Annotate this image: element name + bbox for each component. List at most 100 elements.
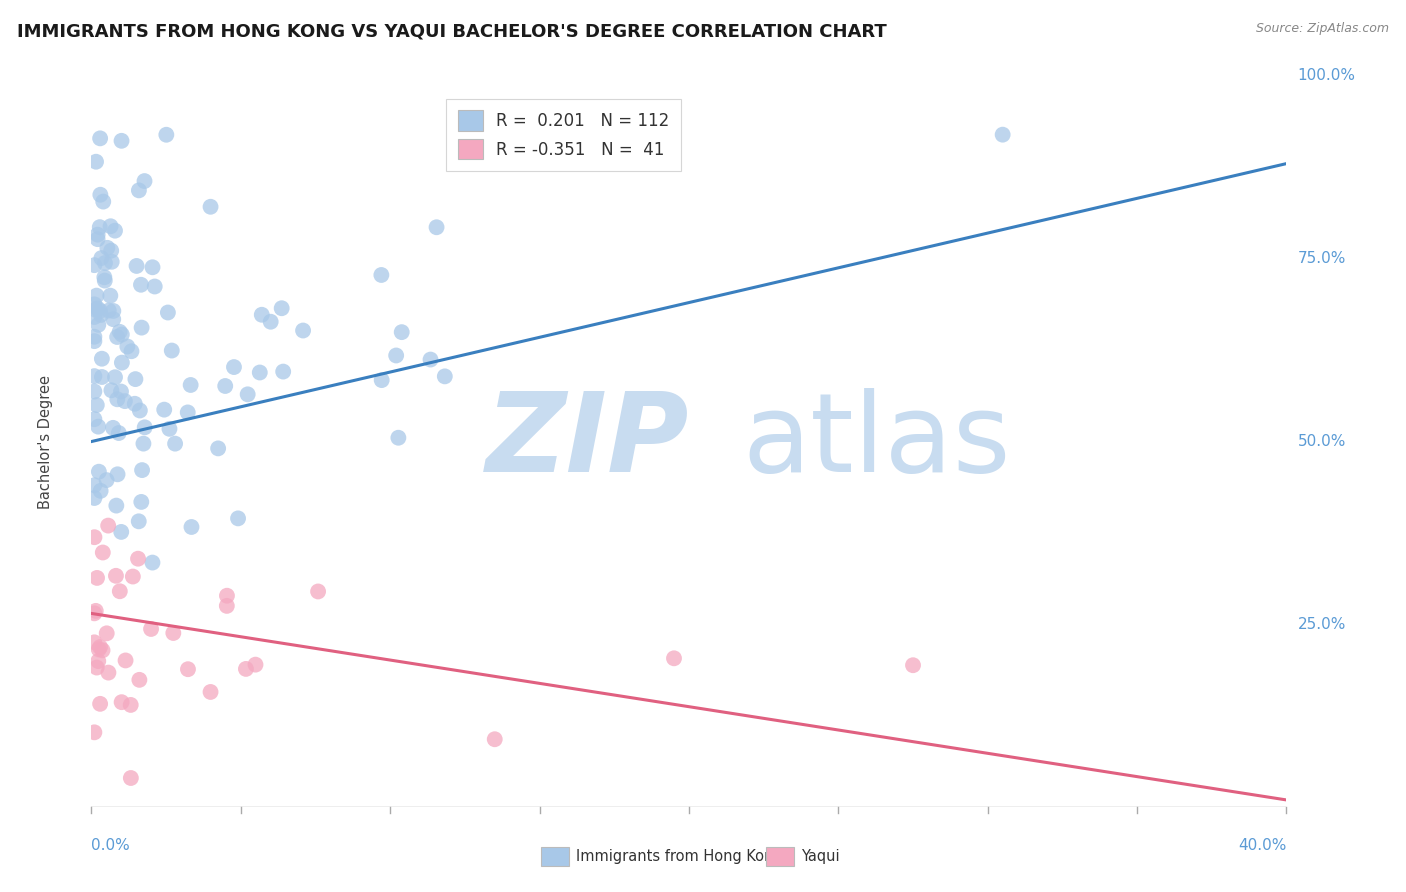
Point (901, 658, 924, 673)
Point (111, 695, 134, 709)
Point (83, 330, 105, 344)
Point (90, 370, 112, 384)
Point (105, 499, 128, 513)
Point (236, 387, 259, 401)
Point (86, 660, 108, 674)
Point (97, 665, 120, 680)
Point (96, 241, 118, 255)
Point (90, 251, 112, 265)
Text: 50.0%: 50.0% (1298, 434, 1346, 449)
Point (94, 256, 117, 270)
Point (120, 698, 142, 712)
Point (307, 584, 329, 599)
Point (104, 569, 127, 583)
Point (162, 626, 184, 640)
Point (200, 685, 222, 699)
Point (89, 697, 111, 711)
Point (83, 369, 105, 384)
Point (139, 622, 162, 636)
Point (143, 279, 166, 293)
Point (124, 372, 146, 386)
Point (120, 771, 142, 785)
Point (84, 154, 107, 169)
Point (87, 642, 110, 657)
Point (83, 725, 105, 739)
Point (425, 220, 447, 235)
Point (370, 373, 392, 387)
Point (141, 556, 163, 570)
Point (271, 365, 294, 379)
Point (83, 258, 105, 272)
Point (87, 318, 110, 332)
Point (132, 436, 155, 450)
Point (215, 589, 238, 603)
Point (83, 478, 105, 492)
Point (100, 384, 122, 398)
Point (98, 288, 121, 302)
Point (107, 467, 129, 482)
Point (97, 518, 120, 533)
Point (86, 571, 108, 585)
Point (111, 327, 134, 342)
Text: 100.0%: 100.0% (1298, 69, 1355, 83)
Point (100, 254, 122, 268)
Text: 75.0%: 75.0% (1298, 252, 1346, 266)
Point (103, 304, 125, 318)
Point (83, 297, 105, 311)
Point (124, 397, 146, 411)
Point (86, 288, 108, 302)
Point (125, 259, 148, 273)
Point (87, 419, 110, 434)
Point (214, 379, 236, 393)
Point (83, 530, 105, 544)
Legend: R =  0.201   N = 112, R = -0.351   N =  41: R = 0.201 N = 112, R = -0.351 N = 41 (446, 99, 681, 171)
Point (128, 403, 150, 417)
Point (91, 545, 114, 559)
Point (260, 315, 283, 329)
Text: 0.0%: 0.0% (91, 838, 131, 853)
Point (177, 405, 200, 419)
Point (89, 131, 111, 145)
Point (165, 436, 187, 450)
Point (270, 301, 292, 316)
Point (207, 442, 229, 456)
Point (117, 339, 139, 353)
Point (419, 352, 441, 367)
Point (104, 370, 127, 384)
Point (86, 227, 108, 242)
Point (108, 325, 131, 339)
Point (391, 325, 413, 339)
Point (110, 134, 132, 148)
Point (89, 220, 111, 235)
Point (114, 394, 136, 409)
Point (94, 274, 117, 288)
Point (177, 662, 200, 676)
Text: Immigrants from Hong Kong: Immigrants from Hong Kong (576, 849, 783, 863)
Point (83, 334, 105, 348)
Point (86, 301, 108, 316)
Point (87, 465, 110, 479)
Point (90, 483, 112, 498)
Point (141, 260, 163, 275)
Point (103, 312, 125, 326)
Text: IMMIGRANTS FROM HONG KONG VS YAQUI BACHELOR'S DEGREE CORRELATION CHART: IMMIGRANTS FROM HONG KONG VS YAQUI BACHE… (17, 22, 887, 40)
Point (235, 662, 257, 676)
Point (131, 463, 153, 477)
Point (100, 219, 122, 234)
Point (180, 520, 202, 534)
Point (101, 421, 124, 435)
Point (105, 330, 128, 344)
Text: 25.0%: 25.0% (1298, 617, 1346, 632)
Point (131, 495, 153, 509)
Point (250, 308, 273, 322)
Point (104, 224, 127, 238)
Point (128, 673, 150, 687)
Point (83, 384, 105, 399)
Point (91, 194, 114, 209)
Point (662, 651, 685, 665)
Point (215, 599, 238, 613)
Point (97, 303, 120, 318)
Point (96, 473, 118, 487)
Point (160, 343, 183, 358)
Point (387, 431, 409, 445)
